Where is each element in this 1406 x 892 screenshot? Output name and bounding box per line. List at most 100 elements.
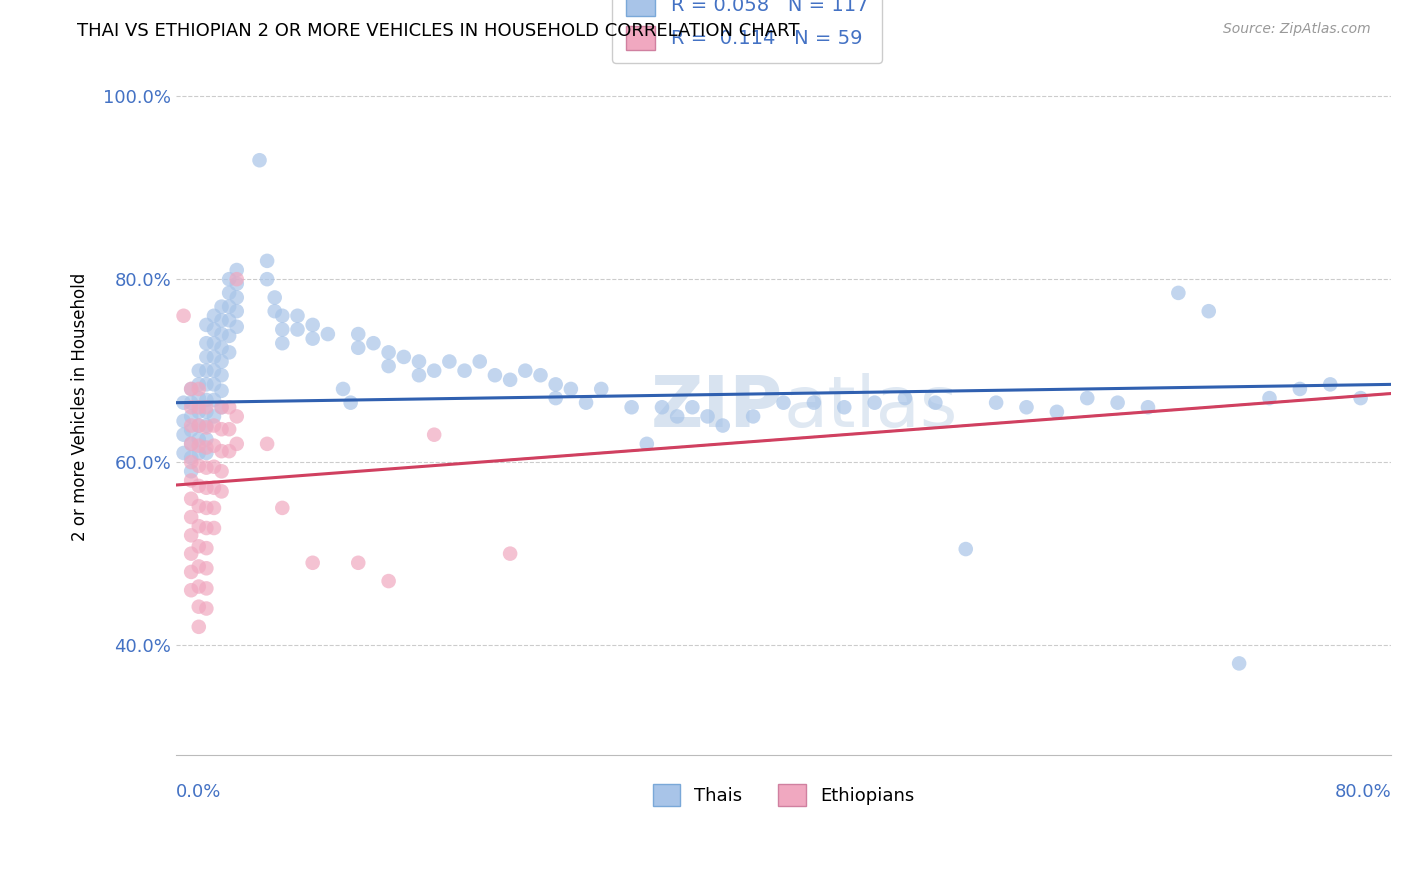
Point <box>211 341 233 355</box>
Point <box>195 441 218 455</box>
Point <box>211 401 233 415</box>
Point <box>620 401 643 415</box>
Point <box>211 384 233 398</box>
Point <box>195 500 218 515</box>
Point <box>180 528 202 542</box>
Point <box>202 439 225 453</box>
Point <box>681 401 703 415</box>
Legend: Thais, Ethiopians: Thais, Ethiopians <box>644 775 924 815</box>
Point <box>195 350 218 364</box>
Point <box>187 519 209 533</box>
Point <box>187 405 209 419</box>
Point <box>195 601 218 615</box>
Point <box>742 409 765 424</box>
Point <box>180 395 202 409</box>
Point <box>187 479 209 493</box>
Point <box>423 364 446 378</box>
Point <box>180 565 202 579</box>
Point <box>218 401 240 415</box>
Point <box>180 547 202 561</box>
Point <box>1046 405 1069 419</box>
Point <box>195 460 218 475</box>
Text: 80.0%: 80.0% <box>1334 782 1391 801</box>
Point <box>225 437 247 451</box>
Point <box>187 499 209 513</box>
Point <box>636 437 658 451</box>
Point <box>202 409 225 424</box>
Point <box>1015 401 1038 415</box>
Point <box>195 405 218 419</box>
Point <box>256 272 278 286</box>
Point <box>180 382 202 396</box>
Point <box>218 272 240 286</box>
Point <box>263 304 285 318</box>
Point <box>363 336 385 351</box>
Text: 0.0%: 0.0% <box>176 782 221 801</box>
Point <box>218 345 240 359</box>
Point <box>894 391 917 405</box>
Point <box>1136 401 1159 415</box>
Point <box>180 583 202 598</box>
Point <box>1227 657 1250 671</box>
Point <box>202 521 225 535</box>
Point <box>180 455 202 469</box>
Point <box>225 304 247 318</box>
Point <box>377 359 399 373</box>
Point <box>225 277 247 291</box>
Point <box>218 300 240 314</box>
Point <box>218 329 240 343</box>
Point <box>249 153 271 168</box>
Point <box>195 418 218 433</box>
Point <box>187 391 209 405</box>
Point <box>772 395 794 409</box>
Point <box>347 327 370 342</box>
Point <box>377 574 399 588</box>
Point <box>211 327 233 342</box>
Point <box>202 500 225 515</box>
Point <box>863 395 886 409</box>
Point <box>173 395 195 409</box>
Point <box>195 318 218 332</box>
Point <box>1350 391 1372 405</box>
Point <box>173 414 195 428</box>
Point <box>332 382 354 396</box>
Point <box>1258 391 1281 405</box>
Point <box>202 336 225 351</box>
Point <box>180 437 202 451</box>
Point <box>195 392 218 407</box>
Y-axis label: 2 or more Vehicles in Household: 2 or more Vehicles in Household <box>72 273 89 541</box>
Point <box>468 354 491 368</box>
Point <box>225 272 247 286</box>
Point <box>202 309 225 323</box>
Point <box>202 459 225 474</box>
Point <box>984 395 1007 409</box>
Point <box>187 364 209 378</box>
Point <box>202 392 225 407</box>
Point <box>484 368 506 383</box>
Point <box>696 409 718 424</box>
Point <box>225 290 247 304</box>
Point <box>392 350 415 364</box>
Point <box>180 409 202 424</box>
Point <box>187 539 209 553</box>
Point <box>499 547 522 561</box>
Point <box>180 510 202 524</box>
Point <box>271 336 294 351</box>
Point <box>202 350 225 364</box>
Point <box>211 484 233 499</box>
Point <box>1167 285 1189 300</box>
Point <box>218 444 240 458</box>
Point <box>591 382 613 396</box>
Point <box>202 418 225 433</box>
Point <box>180 491 202 506</box>
Text: Source: ZipAtlas.com: Source: ZipAtlas.com <box>1223 22 1371 37</box>
Point <box>173 427 195 442</box>
Point <box>195 336 218 351</box>
Point <box>225 409 247 424</box>
Point <box>225 263 247 277</box>
Point <box>211 354 233 368</box>
Point <box>453 364 475 378</box>
Point <box>195 541 218 556</box>
Point <box>211 422 233 436</box>
Point <box>1319 377 1341 392</box>
